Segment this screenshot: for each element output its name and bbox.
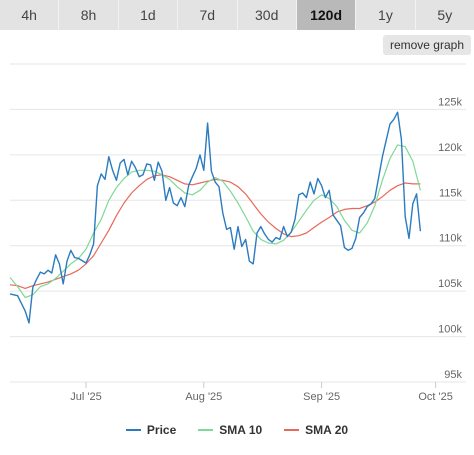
x-tick-label: Oct '25 [418, 391, 453, 403]
tab-1y[interactable]: 1y [356, 0, 416, 30]
legend-swatch-price [125, 429, 141, 431]
x-tick-label: Sep '25 [303, 391, 340, 403]
tab-1d[interactable]: 1d [118, 0, 179, 30]
tab-7d[interactable]: 7d [178, 0, 238, 30]
series-line-price [9, 111, 422, 324]
legend-item-sma20[interactable]: SMA 20 [284, 423, 348, 437]
y-tick-label: 95k [444, 369, 462, 381]
series-line-sma20 [9, 174, 421, 289]
legend: Price SMA 10 SMA 20 [0, 420, 474, 440]
tab-8h[interactable]: 8h [59, 0, 119, 30]
x-tick-label: Jul '25 [70, 391, 101, 403]
price-chart: 95k 100k 105k 110k 115k 120k 125k Jul '25 Aug '… [9, 63, 466, 403]
legend-label-sma20: SMA 20 [305, 423, 349, 437]
remove-graph-button[interactable]: remove graph [382, 35, 471, 55]
legend-swatch-sma10 [198, 429, 214, 431]
y-tick-label: 110k [439, 233, 463, 245]
y-axis: 95k 100k 105k 110k 115k 120k 125k [438, 96, 462, 381]
x-tick-label: Aug '25 [185, 391, 222, 403]
tab-5y[interactable]: 5y [415, 0, 474, 30]
tab-120d[interactable]: 120d [296, 0, 357, 30]
legend-item-price[interactable]: Price [125, 423, 177, 437]
y-tick-label: 115k [439, 187, 463, 199]
legend-label-sma10: SMA 10 [219, 423, 263, 437]
legend-item-sma10[interactable]: SMA 10 [198, 423, 262, 437]
y-tick-label: 125k [438, 96, 462, 108]
y-tick-label: 120k [438, 142, 462, 154]
tab-4h[interactable]: 4h [0, 0, 60, 30]
x-axis: Jul '25 Aug '25 Sep '25 Oct '25 [70, 382, 453, 403]
legend-label-price: Price [146, 423, 177, 437]
series-group [9, 111, 422, 324]
legend-swatch-sma20 [284, 429, 300, 431]
timeframe-tabs: 4h 8h 1d 7d 30d 120d 1y 5y [0, 0, 474, 30]
y-tick-label: 105k [438, 278, 462, 290]
y-tick-label: 100k [438, 324, 462, 336]
tab-30d[interactable]: 30d [237, 0, 297, 30]
